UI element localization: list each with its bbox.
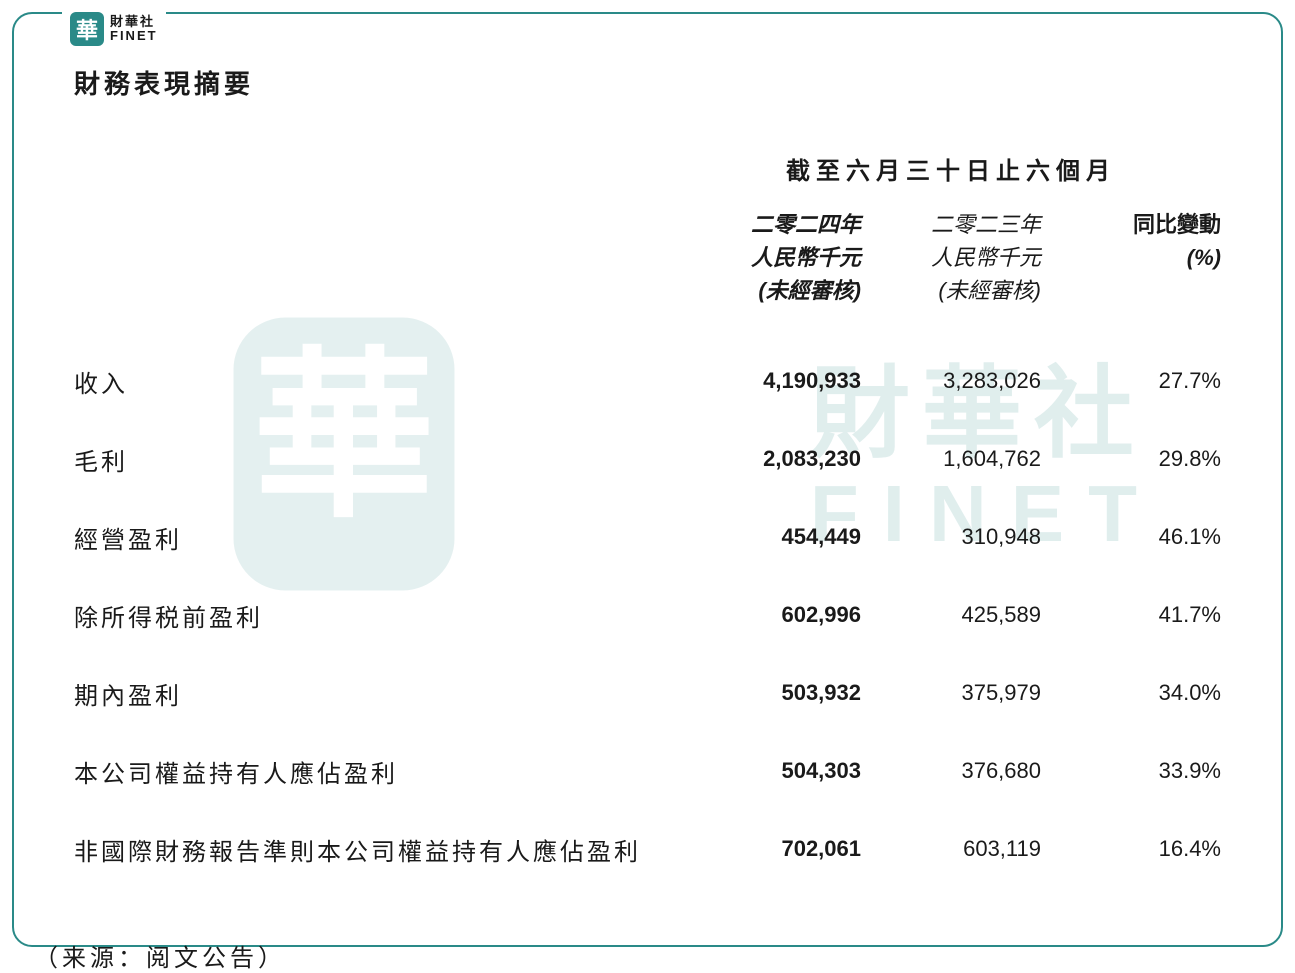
row-value-2023: 376,680 xyxy=(861,758,1041,784)
change-unit: (%) xyxy=(1041,241,1221,274)
table-row: 經營盈利 454,449 310,948 46.1% xyxy=(74,498,1221,576)
table-header: 截至六月三十日止六個月 xyxy=(74,151,1221,198)
row-value-change: 46.1% xyxy=(1041,524,1221,550)
table-row: 期內盈利 503,932 375,979 34.0% xyxy=(74,654,1221,732)
row-value-2023: 375,979 xyxy=(861,680,1041,706)
page-title: 財務表現摘要 xyxy=(74,64,1221,101)
row-label: 收入 xyxy=(74,364,681,399)
row-value-2024: 2,083,230 xyxy=(681,446,861,472)
year-2023: 二零二三年 xyxy=(861,208,1041,241)
row-value-change: 29.8% xyxy=(1041,446,1221,472)
change-label: 同比變動 xyxy=(1041,208,1221,241)
row-label: 毛利 xyxy=(74,442,681,477)
table-row: 本公司權益持有人應佔盈利 504,303 376,680 33.9% xyxy=(74,732,1221,810)
row-value-change: 16.4% xyxy=(1041,836,1221,862)
row-value-2023: 310,948 xyxy=(861,524,1041,550)
col-header-2023: 二零二三年 人民幣千元 (未經審核) xyxy=(861,208,1041,307)
period-title: 截至六月三十日止六個月 xyxy=(681,151,1221,186)
row-value-2024: 503,932 xyxy=(681,680,861,706)
row-label: 經營盈利 xyxy=(74,520,681,555)
unit-2023: 人民幣千元 xyxy=(861,241,1041,274)
financial-table: 截至六月三十日止六個月 二零二四年 人民幣千元 (未經審核) 二零二三年 人民幣… xyxy=(74,151,1221,888)
table-row: 非國際財務報告準則本公司權益持有人應佔盈利 702,061 603,119 16… xyxy=(74,810,1221,888)
document-frame: 華 財華社 FINET 華 財華社 FINET 財務表現摘要 截至六月三十日止六… xyxy=(12,12,1283,947)
row-label: 除所得税前盈利 xyxy=(74,598,681,633)
note-2023: (未經審核) xyxy=(861,274,1041,307)
row-value-change: 41.7% xyxy=(1041,602,1221,628)
col-header-2024: 二零二四年 人民幣千元 (未經審核) xyxy=(681,208,861,307)
table-row: 除所得税前盈利 602,996 425,589 41.7% xyxy=(74,576,1221,654)
row-value-2023: 3,283,026 xyxy=(861,368,1041,394)
row-value-2023: 425,589 xyxy=(861,602,1041,628)
row-value-2024: 504,303 xyxy=(681,758,861,784)
row-label: 期內盈利 xyxy=(74,676,681,711)
row-label: 非國際財務報告準則本公司權益持有人應佔盈利 xyxy=(74,832,681,867)
row-value-2024: 602,996 xyxy=(681,602,861,628)
source-note: （来源：阅文公告） xyxy=(34,938,1221,973)
table-row: 毛利 2,083,230 1,604,762 29.8% xyxy=(74,420,1221,498)
row-value-2023: 1,604,762 xyxy=(861,446,1041,472)
row-value-2024: 702,061 xyxy=(681,836,861,862)
table-row: 收入 4,190,933 3,283,026 27.7% xyxy=(74,342,1221,420)
content-area: 華 財華社 FINET 財務表現摘要 截至六月三十日止六個月 二零二四年 人民幣… xyxy=(14,14,1281,945)
unit-2024: 人民幣千元 xyxy=(681,241,861,274)
year-2024: 二零二四年 xyxy=(681,208,861,241)
row-value-change: 27.7% xyxy=(1041,368,1221,394)
row-value-2023: 603,119 xyxy=(861,836,1041,862)
row-label: 本公司權益持有人應佔盈利 xyxy=(74,754,681,789)
row-value-2024: 4,190,933 xyxy=(681,368,861,394)
col-header-change: 同比變動 (%) xyxy=(1041,208,1221,307)
row-value-change: 34.0% xyxy=(1041,680,1221,706)
row-value-2024: 454,449 xyxy=(681,524,861,550)
note-2024: (未經審核) xyxy=(681,274,861,307)
row-value-change: 33.9% xyxy=(1041,758,1221,784)
column-headers: 二零二四年 人民幣千元 (未經審核) 二零二三年 人民幣千元 (未經審核) 同比… xyxy=(74,208,1221,307)
data-rows: 收入 4,190,933 3,283,026 27.7% 毛利 2,083,23… xyxy=(74,342,1221,888)
